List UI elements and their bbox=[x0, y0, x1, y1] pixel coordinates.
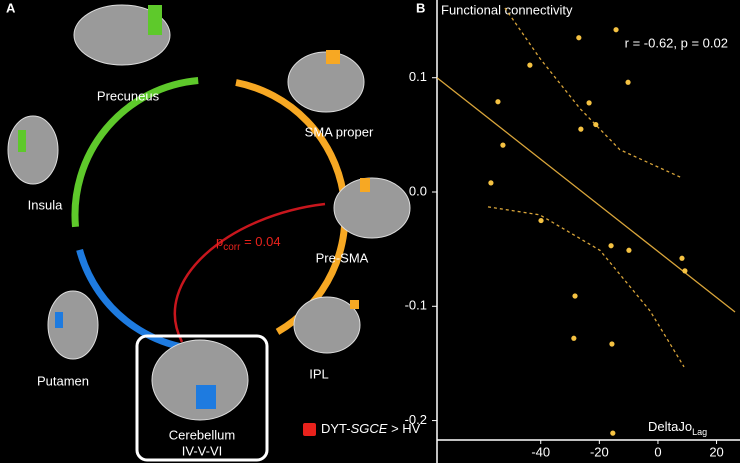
confidence-band bbox=[487, 206, 685, 368]
region-label: Insula bbox=[28, 197, 63, 212]
point bbox=[679, 255, 685, 261]
roi bbox=[196, 385, 216, 409]
region-label: SMA proper bbox=[305, 124, 374, 139]
x-label-sub: Lag bbox=[692, 427, 707, 437]
region-label: Precuneus bbox=[97, 88, 160, 103]
point bbox=[586, 100, 592, 106]
point bbox=[500, 142, 506, 148]
point bbox=[626, 247, 632, 253]
region-label: Pre-SMA bbox=[316, 250, 369, 265]
x-label-main: DeltaJo bbox=[648, 419, 692, 434]
brain-image bbox=[73, 4, 171, 66]
legend-post: > HV bbox=[387, 421, 420, 436]
region-label: Putamen bbox=[37, 373, 89, 388]
y-tick-label: 0.1 bbox=[409, 69, 427, 84]
point bbox=[608, 243, 614, 249]
roi bbox=[350, 300, 359, 309]
brain-image bbox=[7, 115, 59, 185]
roi bbox=[18, 130, 26, 152]
point bbox=[682, 268, 688, 274]
x-tick-label: 20 bbox=[709, 444, 723, 459]
y-tick-label: 0.0 bbox=[409, 183, 427, 198]
connection bbox=[173, 202, 326, 343]
legend-italic: SGCE bbox=[351, 421, 388, 436]
brain-image bbox=[151, 339, 249, 421]
y-tick-label: -0.2 bbox=[405, 412, 427, 427]
roi bbox=[360, 178, 370, 192]
point bbox=[578, 126, 584, 132]
point bbox=[593, 121, 599, 128]
point bbox=[527, 62, 533, 68]
brain-image bbox=[47, 290, 99, 360]
point bbox=[576, 35, 582, 41]
region-label: Cerebellum bbox=[169, 427, 235, 442]
panel-a: A Precuneus Insula Putamen Cerebellum IV… bbox=[6, 0, 421, 462]
p-sub: corr bbox=[223, 242, 241, 253]
highlight-box bbox=[135, 334, 269, 462]
arc-green bbox=[71, 77, 199, 228]
roi bbox=[326, 50, 340, 64]
roi bbox=[148, 5, 162, 35]
annotation: r = -0.62, p = 0.02 bbox=[625, 35, 728, 50]
region-label: IV-V-VI bbox=[182, 443, 222, 458]
brain-image bbox=[333, 177, 411, 239]
legend-pre: DYT- bbox=[321, 421, 351, 436]
legend-text: DYT-SGCE > HV bbox=[321, 421, 421, 436]
p-value: pcorr = 0.04 bbox=[216, 234, 281, 252]
y-tick-label: -0.1 bbox=[405, 298, 427, 313]
point bbox=[488, 180, 494, 186]
panel-label: A bbox=[6, 0, 16, 15]
confidence-band bbox=[504, 7, 684, 179]
panel-label: B bbox=[416, 0, 425, 15]
x-tick-label: -20 bbox=[590, 444, 609, 459]
point bbox=[572, 293, 578, 299]
point bbox=[571, 335, 577, 341]
x-tick-label: -40 bbox=[531, 444, 550, 459]
point bbox=[613, 27, 619, 33]
point bbox=[625, 79, 631, 85]
brain-image bbox=[293, 296, 361, 354]
roi bbox=[55, 312, 63, 328]
point bbox=[538, 217, 544, 224]
x-axis-label: DeltaJoLag bbox=[648, 419, 707, 437]
point bbox=[610, 430, 616, 436]
region-label: IPL bbox=[309, 366, 329, 381]
panel-b: B Functional connectivity r = -0.62, p =… bbox=[405, 0, 740, 463]
p-rest: = 0.04 bbox=[240, 234, 280, 249]
p-main: p bbox=[216, 234, 223, 249]
point bbox=[495, 99, 501, 105]
x-tick-label: 0 bbox=[654, 444, 661, 459]
legend-swatch bbox=[303, 423, 316, 436]
point bbox=[609, 341, 615, 347]
